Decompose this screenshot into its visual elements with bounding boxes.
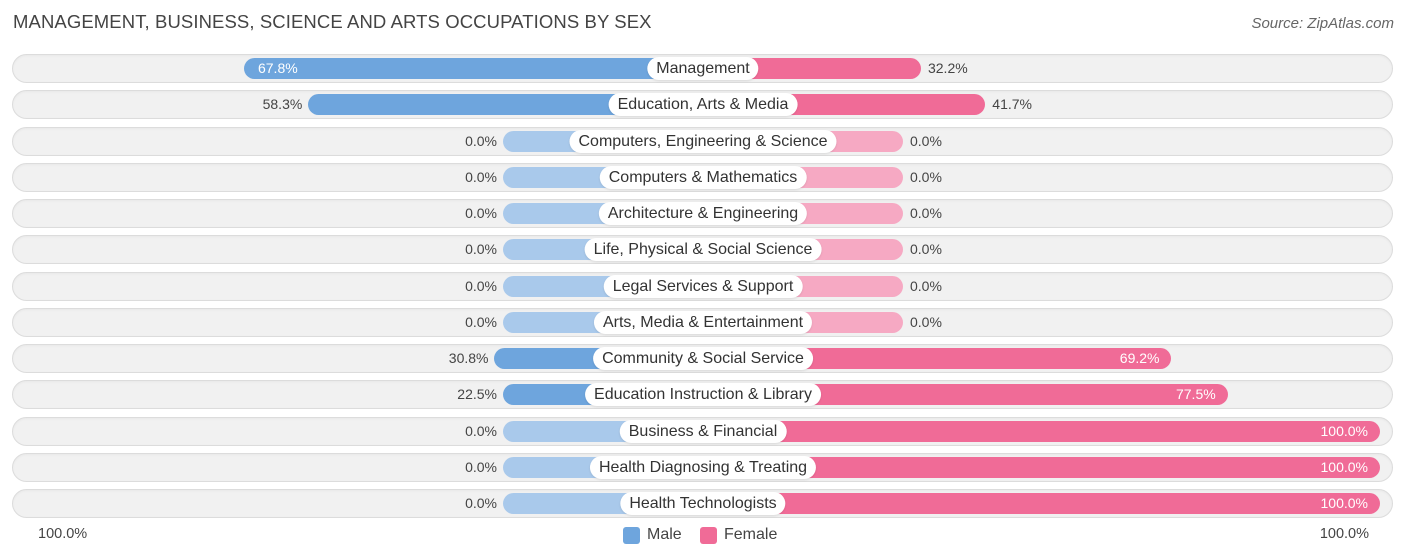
legend-label-male: Male	[647, 526, 682, 543]
legend-item-female[interactable]: Female	[700, 524, 777, 546]
value-label-female-education-arts-and-media: 41.7%	[992, 96, 1032, 112]
bar-male-education-arts-and-media	[308, 94, 703, 115]
category-label-arts-media-and-entertainment: Arts, Media & Entertainment	[593, 311, 813, 334]
value-label-male-computers-engineering-and-science: 0.0%	[465, 133, 497, 149]
chart-title: MANAGEMENT, BUSINESS, SCIENCE AND ARTS O…	[13, 11, 652, 32]
value-label-male-health-diagnosing-and-treating: 0.0%	[465, 459, 497, 475]
legend-swatch-male	[623, 526, 640, 544]
value-label-male-architecture-and-engineering: 0.0%	[465, 205, 497, 221]
value-label-female-computers-and-mathematics: 0.0%	[910, 169, 942, 185]
category-label-education-arts-and-media: Education, Arts & Media	[608, 93, 798, 116]
bar-female-health-technologists	[703, 493, 1380, 514]
category-label-legal-services-and-support: Legal Services & Support	[603, 275, 803, 298]
category-label-health-technologists: Health Technologists	[620, 492, 786, 515]
bar-female-health-diagnosing-and-treating	[703, 457, 1380, 478]
value-label-female-management: 32.2%	[927, 60, 968, 76]
value-label-male-education-arts-and-media: 58.3%	[262, 96, 303, 112]
value-label-male-life-physical-and-social-science: 0.0%	[465, 241, 497, 257]
value-label-male-arts-media-and-entertainment: 0.0%	[465, 314, 497, 330]
value-label-female-health-technologists: 100.0%	[1320, 495, 1368, 511]
value-label-female-health-diagnosing-and-treating: 100.0%	[1320, 459, 1368, 475]
bar-female-community-and-social-service	[703, 348, 1172, 369]
category-label-architecture-and-engineering: Architecture & Engineering	[598, 202, 808, 225]
category-label-health-diagnosing-and-treating: Health Diagnosing & Treating	[589, 456, 817, 479]
value-label-male-health-technologists: 0.0%	[465, 495, 497, 511]
value-label-female-business-and-financial: 100.0%	[1320, 423, 1368, 439]
legend-label-female: Female	[724, 526, 778, 543]
legend-item-male[interactable]: Male	[623, 524, 682, 546]
axis-left-label: 100.0%	[38, 526, 88, 542]
category-label-community-and-social-service: Community & Social Service	[593, 347, 813, 370]
bar-male-management	[243, 58, 703, 79]
value-label-male-computers-and-mathematics: 0.0%	[465, 169, 497, 185]
category-label-life-physical-and-social-science: Life, Physical & Social Science	[584, 238, 822, 261]
value-label-female-community-and-social-service: 69.2%	[1119, 350, 1160, 366]
value-label-female-life-physical-and-social-science: 0.0%	[910, 241, 942, 257]
category-label-business-and-financial: Business & Financial	[619, 420, 787, 443]
legend-swatch-female	[700, 526, 717, 544]
category-label-computers-and-mathematics: Computers & Mathematics	[599, 166, 807, 189]
category-label-education-instruction-and-library: Education Instruction & Library	[585, 383, 821, 406]
value-label-female-legal-services-and-support: 0.0%	[910, 278, 942, 294]
value-label-male-education-instruction-and-library: 22.5%	[457, 386, 497, 402]
category-label-computers-engineering-and-science: Computers, Engineering & Science	[569, 130, 837, 153]
bar-female-education-instruction-and-library	[703, 384, 1228, 405]
legend: Male Female	[0, 524, 1406, 546]
chart-source: Source: ZipAtlas.com	[1251, 15, 1394, 32]
value-label-male-legal-services-and-support: 0.0%	[465, 278, 497, 294]
value-label-male-management: 67.8%	[257, 60, 298, 76]
axis-right-label: 100.0%	[1319, 526, 1369, 542]
value-label-male-community-and-social-service: 30.8%	[448, 350, 489, 366]
value-label-female-arts-media-and-entertainment: 0.0%	[910, 314, 942, 330]
value-label-female-computers-engineering-and-science: 0.0%	[910, 133, 942, 149]
bar-female-business-and-financial	[703, 421, 1380, 442]
category-label-management: Management	[647, 57, 759, 80]
value-label-male-business-and-financial: 0.0%	[465, 423, 497, 439]
value-label-female-architecture-and-engineering: 0.0%	[910, 205, 942, 221]
value-label-female-education-instruction-and-library: 77.5%	[1175, 386, 1216, 402]
